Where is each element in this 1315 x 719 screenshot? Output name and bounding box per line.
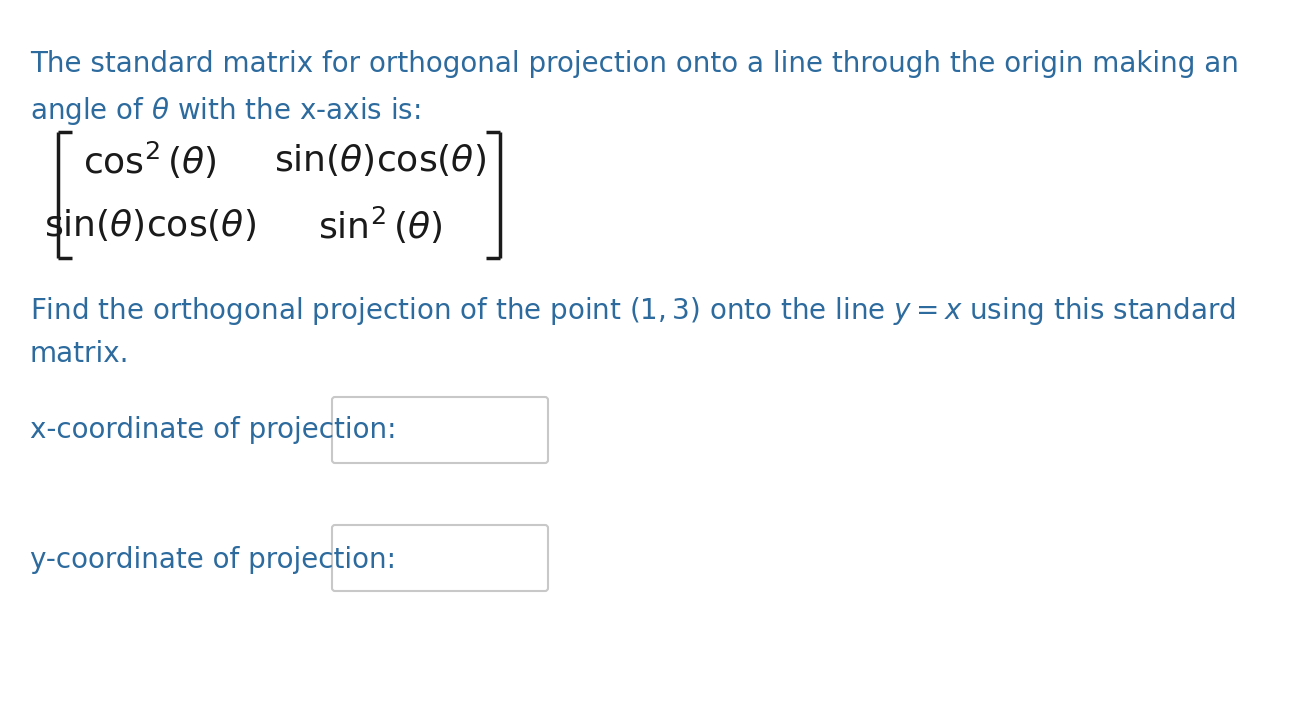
Text: Find the orthogonal projection of the point $(1, 3)$ onto the line $y = x$ using: Find the orthogonal projection of the po… [30, 295, 1236, 327]
Text: $\sin^2(\theta)$: $\sin^2(\theta)$ [318, 204, 442, 246]
Text: $\sin(\theta)\cos(\theta)$: $\sin(\theta)\cos(\theta)$ [274, 142, 487, 178]
FancyBboxPatch shape [331, 397, 548, 463]
Text: $\cos^2(\theta)$: $\cos^2(\theta)$ [83, 139, 217, 180]
Text: matrix.: matrix. [30, 340, 129, 368]
Text: The standard matrix for orthogonal projection onto a line through the origin mak: The standard matrix for orthogonal proje… [30, 50, 1239, 78]
FancyBboxPatch shape [331, 525, 548, 591]
Text: y-coordinate of projection:: y-coordinate of projection: [30, 546, 396, 574]
Text: $\sin(\theta)\cos(\theta)$: $\sin(\theta)\cos(\theta)$ [43, 207, 256, 243]
Text: x-coordinate of projection:: x-coordinate of projection: [30, 416, 397, 444]
Text: angle of $\theta$ with the x-axis is:: angle of $\theta$ with the x-axis is: [30, 95, 421, 127]
